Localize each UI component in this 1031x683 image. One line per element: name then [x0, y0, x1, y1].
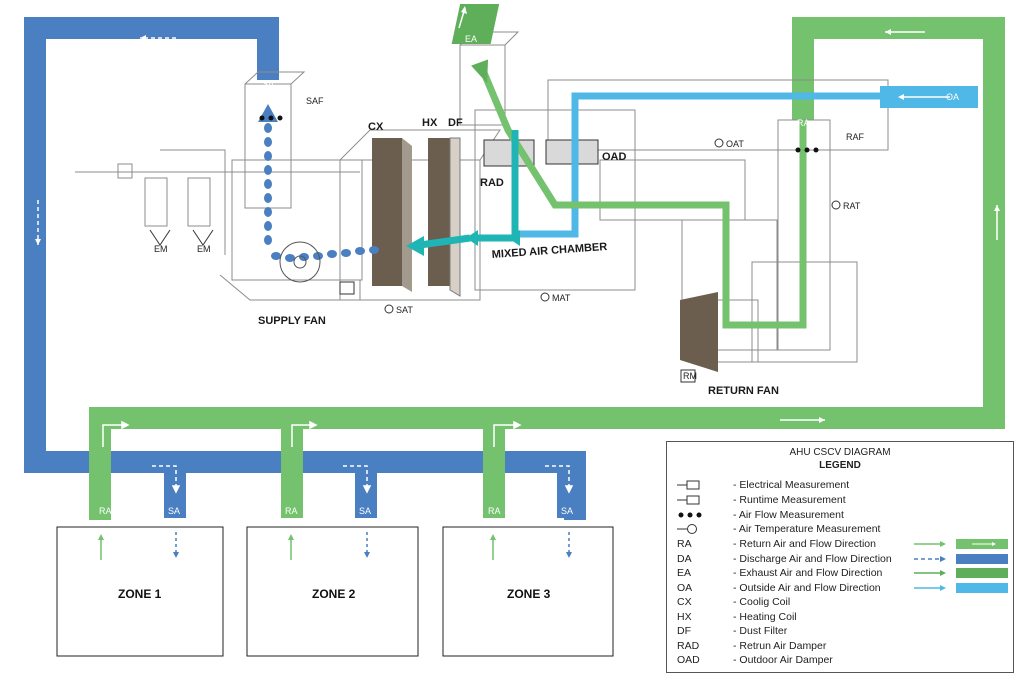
sensor-label-mat: MAT	[552, 293, 571, 303]
zone-3: ZONE 3 RA SA	[442, 506, 614, 657]
zone-2-label: ZONE 2	[312, 587, 356, 601]
ahu-equipment	[75, 31, 889, 363]
heating-coil	[428, 138, 450, 286]
legend-row-df: DF - Dust Filter	[677, 625, 788, 637]
duct-label-oa-inlet: OA	[946, 92, 959, 102]
legend-swatch-da	[914, 554, 1008, 564]
zone-3-label: ZONE 3	[507, 587, 551, 601]
legend-row-airflow: - Air Flow Measurement	[677, 508, 844, 522]
legend-row-oad: OAD - Outdoor Air Damper	[677, 654, 833, 666]
label-return-fan: RETURN FAN	[708, 385, 779, 397]
airflow-dots-icon	[677, 510, 733, 520]
label-mixed-air-chamber: MIXED AIR CHAMBER	[491, 241, 607, 261]
zone-1-label: ZONE 1	[118, 587, 162, 601]
duct-label-ra-top: RA	[797, 118, 810, 128]
zone-branch-arrows	[102, 420, 574, 494]
legend-row-ea: EA - Exhaust Air and Flow Direction	[677, 567, 883, 579]
sensor-label-raf: RAF	[846, 132, 865, 142]
zone-1: ZONE 1 RA SA	[56, 506, 224, 657]
dust-filter	[449, 137, 461, 297]
legend-swatch-ra	[914, 539, 1008, 549]
exhaust-arrow-icon	[471, 59, 489, 84]
legend-row-hx: HX - Heating Coil	[677, 611, 797, 623]
airflow-measurement-raf	[795, 147, 819, 153]
cooling-coil	[372, 138, 412, 292]
legend-row-ra: RA - Return Air and Flow Direction	[677, 538, 876, 550]
label-df: DF	[448, 117, 463, 129]
supply-air-path	[258, 104, 379, 262]
legend-row-rm: - Runtime Measurement	[677, 493, 846, 507]
label-oad: OAD	[602, 151, 627, 163]
thermometer-icon	[384, 138, 841, 314]
legend-swatch-oa	[914, 583, 1008, 593]
return-air-duct	[89, 17, 1005, 520]
duct-label-sa-top: SA	[262, 79, 274, 89]
rm-icon	[677, 495, 733, 505]
thermometer-icon	[677, 523, 733, 535]
sensor-label-em-1: EM	[154, 244, 168, 254]
zone-3-ra-label: RA	[488, 506, 501, 516]
sensor-label-rat: RAT	[843, 201, 861, 211]
airflow-measurement-saf	[259, 115, 283, 121]
zone-2-ra-label: RA	[285, 506, 298, 516]
legend: AHU CSCV DIAGRAM LEGEND - Electrical Mea…	[666, 441, 1014, 673]
label-hx: HX	[422, 117, 438, 129]
em-meter-icon	[149, 229, 214, 246]
return-fan-housing	[680, 292, 718, 372]
sensor-label-em-2: EM	[197, 244, 211, 254]
duct-label-ea-top: EA	[465, 34, 477, 44]
zone-1-ra-label: RA	[99, 506, 112, 516]
zone-2: ZONE 2 RA SA	[246, 506, 419, 657]
legend-row-da: DA - Discharge Air and Flow Direction	[677, 553, 892, 565]
legend-row-oa: OA - Outside Air and Flow Direction	[677, 582, 881, 594]
legend-subtitle: LEGEND	[819, 460, 861, 471]
zone-3-sa-label: SA	[561, 506, 573, 516]
label-supply-fan: SUPPLY FAN	[258, 315, 326, 327]
label-cx: CX	[368, 121, 384, 133]
legend-swatches	[914, 539, 1008, 593]
sensor-label-sat: SAT	[396, 305, 413, 315]
sensor-label-rm: RM	[683, 371, 697, 381]
zone-1-sa-label: SA	[168, 506, 180, 516]
mixed-air-arrow-icon	[406, 236, 424, 256]
legend-row-rad: RAD - Retrun Air Damper	[677, 640, 827, 652]
legend-swatch-ea	[914, 568, 1008, 578]
legend-title: AHU CSCV DIAGRAM	[789, 447, 891, 458]
legend-row-temp: - Air Temperature Measurement	[677, 522, 880, 536]
em-icon	[677, 480, 733, 490]
sensor-label-oat: OAT	[726, 139, 744, 149]
legend-row-em: - Electrical Measurement	[677, 478, 849, 492]
label-rad: RAD	[480, 177, 504, 189]
rm-meter-icon	[680, 369, 696, 383]
zone-2-sa-label: SA	[359, 506, 371, 516]
return-air-path	[478, 66, 807, 329]
sensor-label-saf: SAF	[306, 96, 324, 106]
outside-air-path	[518, 92, 880, 238]
legend-row-cx: CX - Coolig Coil	[677, 596, 791, 608]
supply-fan-wheel	[279, 241, 355, 295]
